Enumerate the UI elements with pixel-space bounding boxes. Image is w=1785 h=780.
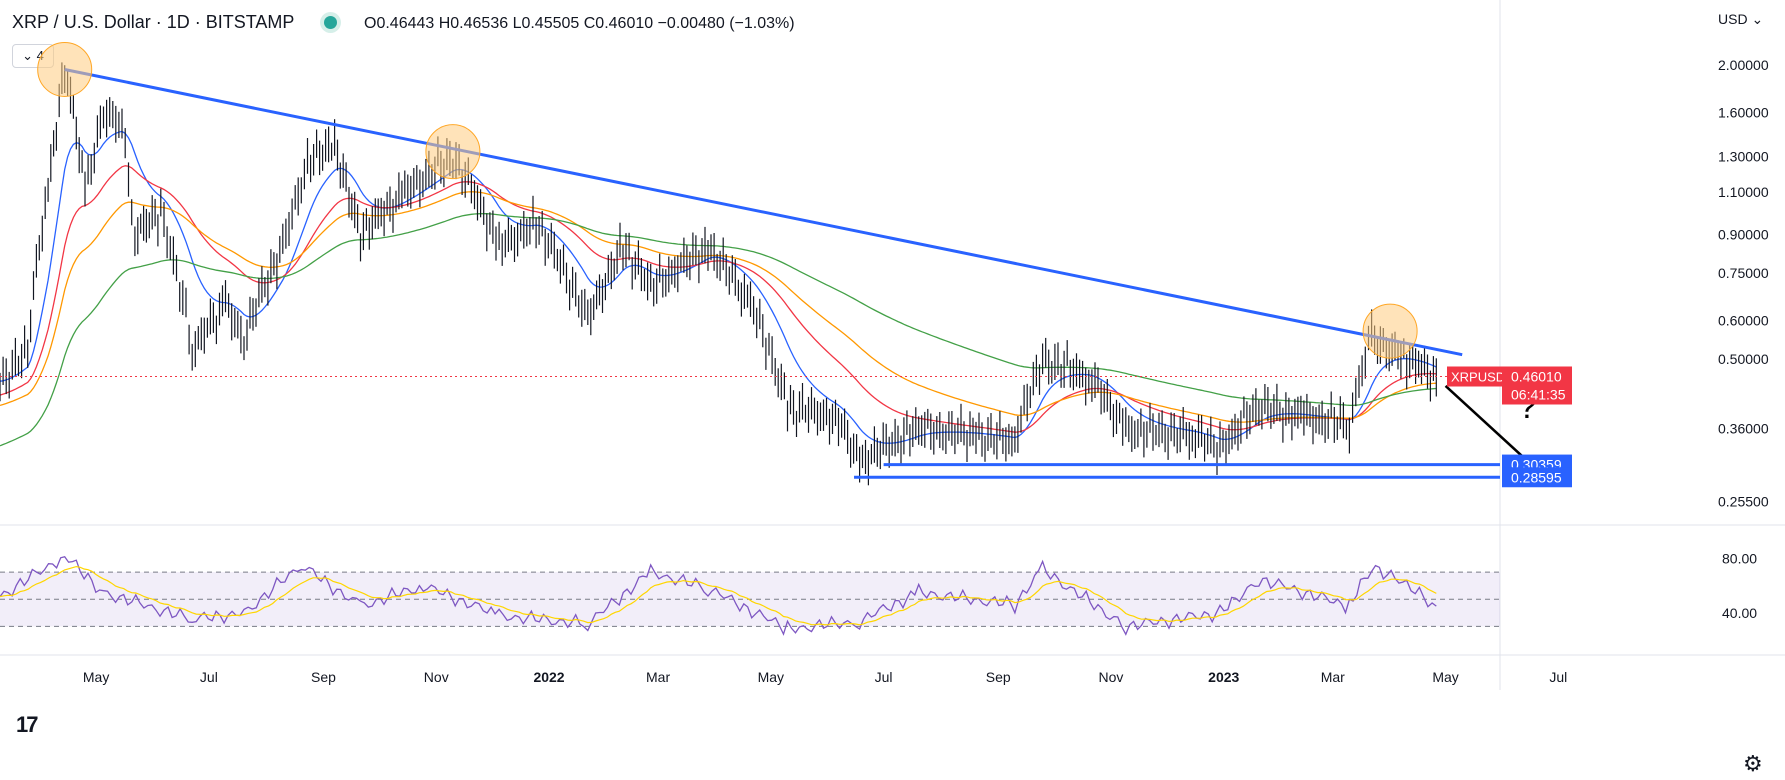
support-price-tag [1502, 467, 1572, 488]
currency-label: USD [1718, 11, 1748, 27]
ohlc-readout: O0.46443 H0.46536 L0.45505 C0.46010 −0.0… [364, 15, 795, 32]
rsi-panel [0, 555, 1500, 636]
time-tick-label: Mar [646, 669, 670, 685]
time-tick-label: May [758, 669, 784, 685]
price-tick-label: 1.10000 [1718, 184, 1769, 200]
ma-long-line [0, 212, 1437, 447]
time-tick-label: Sep [986, 669, 1011, 685]
price-tick-label: 0.50000 [1718, 351, 1769, 367]
last-price-tag [1502, 366, 1572, 405]
tradingview-logo-icon[interactable]: 17 [16, 712, 39, 737]
price-tick-label: 2.00000 [1718, 57, 1769, 73]
time-tick-label: Sep [311, 669, 336, 685]
time-tick-label: 2022 [533, 669, 564, 685]
highlight-circle[interactable] [1362, 303, 1418, 359]
ma-fast-line [0, 130, 1437, 444]
price-tick-label: 0.25500 [1718, 494, 1769, 510]
price-series [0, 62, 1437, 486]
rsi-tick-label: 80.00 [1722, 551, 1757, 567]
time-tick-label: May [83, 669, 109, 685]
trendline[interactable] [64, 68, 1463, 357]
rsi-signal-line [0, 565, 1437, 626]
ma-mid-line [0, 165, 1437, 433]
time-tick-label: Jul [1549, 669, 1567, 685]
price-tick-label: 0.90000 [1718, 226, 1769, 242]
time-tick-label: May [1432, 669, 1458, 685]
symbol-tag-label: XRPUSD [1451, 369, 1505, 384]
chevron-down-icon: ⌄ [1751, 11, 1764, 27]
price-axis: 2.00000 1.60000 1.30000 1.10000 0.90000 0.750… [1447, 57, 1769, 621]
chevron-down-icon: ⌄ [22, 48, 34, 63]
moving-averages [0, 130, 1437, 447]
time-axis: May Jul Sep Nov 2022 Mar May Jul Sep Nov 2023 Mar Ma… [83, 669, 1567, 685]
countdown-label: 06:41:35 [1511, 386, 1566, 402]
highlight-circle[interactable] [425, 124, 481, 180]
time-tick-label: Mar [1321, 669, 1345, 685]
price-tick-label: 1.30000 [1718, 148, 1769, 164]
rsi-tick-label: 40.00 [1722, 605, 1757, 621]
symbol-tag [1447, 366, 1502, 387]
price-tick-label: 0.75000 [1718, 265, 1769, 281]
gear-icon[interactable]: ⚙ [1743, 751, 1763, 776]
time-tick-label: Nov [1099, 669, 1124, 685]
time-tick-label: Jul [200, 669, 218, 685]
price-tick-label: 1.60000 [1718, 104, 1769, 120]
support-price-label: 0.28595 [1511, 469, 1562, 485]
grid [0, 0, 1785, 690]
time-tick-label: 2023 [1208, 669, 1239, 685]
highlight-circle[interactable] [37, 41, 93, 97]
chart-header: XRP / U.S. Dollar · 1D · BITSTAMP O0.464… [0, 0, 1700, 44]
last-price-label: 0.46010 [1511, 368, 1562, 384]
symbol-title[interactable]: XRP / U.S. Dollar · 1D · BITSTAMP [12, 12, 295, 32]
drawings: ? [0, 41, 1541, 479]
currency-select[interactable]: USD ⌄ [1718, 11, 1763, 28]
time-tick-label: Nov [424, 669, 449, 685]
time-tick-label: Jul [875, 669, 893, 685]
market-status-icon [324, 16, 337, 29]
indicator-count: 4 [36, 48, 44, 63]
price-tick-label: 0.36000 [1718, 420, 1769, 436]
price-tick-label: 0.60000 [1718, 312, 1769, 328]
